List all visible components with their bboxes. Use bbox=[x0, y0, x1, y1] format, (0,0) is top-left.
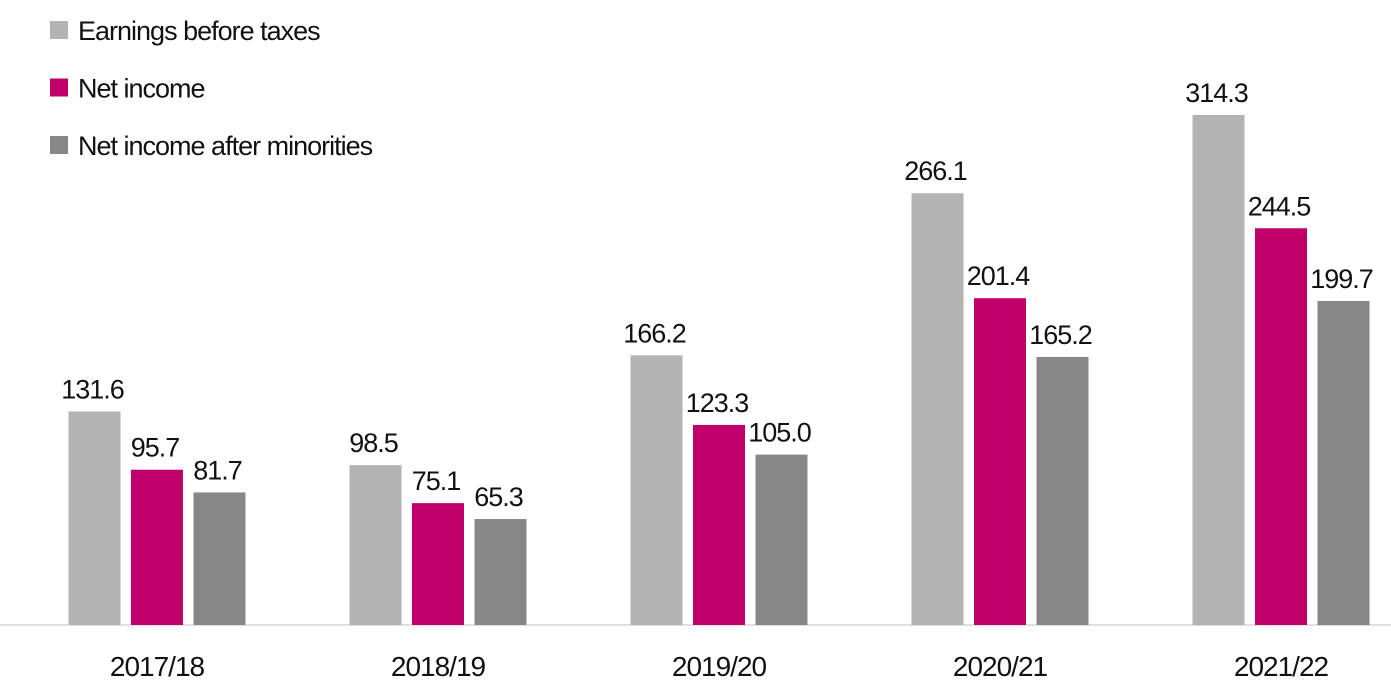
x-tick-label: 2021/22 bbox=[1234, 651, 1329, 682]
x-tick-label: 2019/20 bbox=[672, 651, 767, 682]
bar bbox=[1036, 356, 1089, 625]
x-tick-label: 2020/21 bbox=[953, 651, 1048, 682]
bar bbox=[474, 519, 527, 625]
bar bbox=[193, 492, 246, 625]
bar bbox=[1255, 228, 1307, 625]
bar bbox=[974, 298, 1026, 625]
x-tick-label: 2018/19 bbox=[391, 651, 486, 682]
bar bbox=[630, 355, 683, 625]
legend-label: Net income after minorities bbox=[78, 131, 373, 161]
bar bbox=[1317, 300, 1370, 625]
bar bbox=[911, 193, 964, 625]
data-label: 266.1 bbox=[904, 156, 967, 186]
data-label: 166.2 bbox=[623, 318, 686, 348]
bar bbox=[412, 503, 464, 625]
legend-label: Net income bbox=[78, 74, 205, 104]
x-tick-label: 2017/18 bbox=[110, 651, 205, 682]
legend-swatch bbox=[50, 136, 68, 154]
data-label: 123.3 bbox=[686, 388, 749, 418]
data-label: 165.2 bbox=[1029, 320, 1092, 350]
data-label: 98.5 bbox=[349, 428, 398, 458]
bar bbox=[1192, 115, 1245, 625]
data-label: 199.7 bbox=[1310, 264, 1373, 294]
data-label: 314.3 bbox=[1185, 78, 1248, 108]
legend-swatch bbox=[50, 21, 68, 39]
data-label: 65.3 bbox=[474, 482, 523, 512]
data-label: 105.0 bbox=[748, 418, 811, 448]
data-label: 201.4 bbox=[967, 261, 1031, 291]
bar bbox=[693, 424, 745, 625]
data-label: 81.7 bbox=[193, 455, 242, 485]
bar bbox=[349, 465, 402, 625]
bar bbox=[131, 469, 183, 625]
data-label: 131.6 bbox=[61, 374, 124, 404]
data-label: 244.5 bbox=[1248, 191, 1311, 221]
bar bbox=[68, 411, 121, 625]
legend-label: Earnings before taxes bbox=[78, 16, 320, 46]
bar bbox=[755, 454, 808, 625]
data-label: 95.7 bbox=[131, 433, 180, 463]
legend-swatch bbox=[50, 78, 68, 97]
data-label: 75.1 bbox=[412, 466, 461, 496]
